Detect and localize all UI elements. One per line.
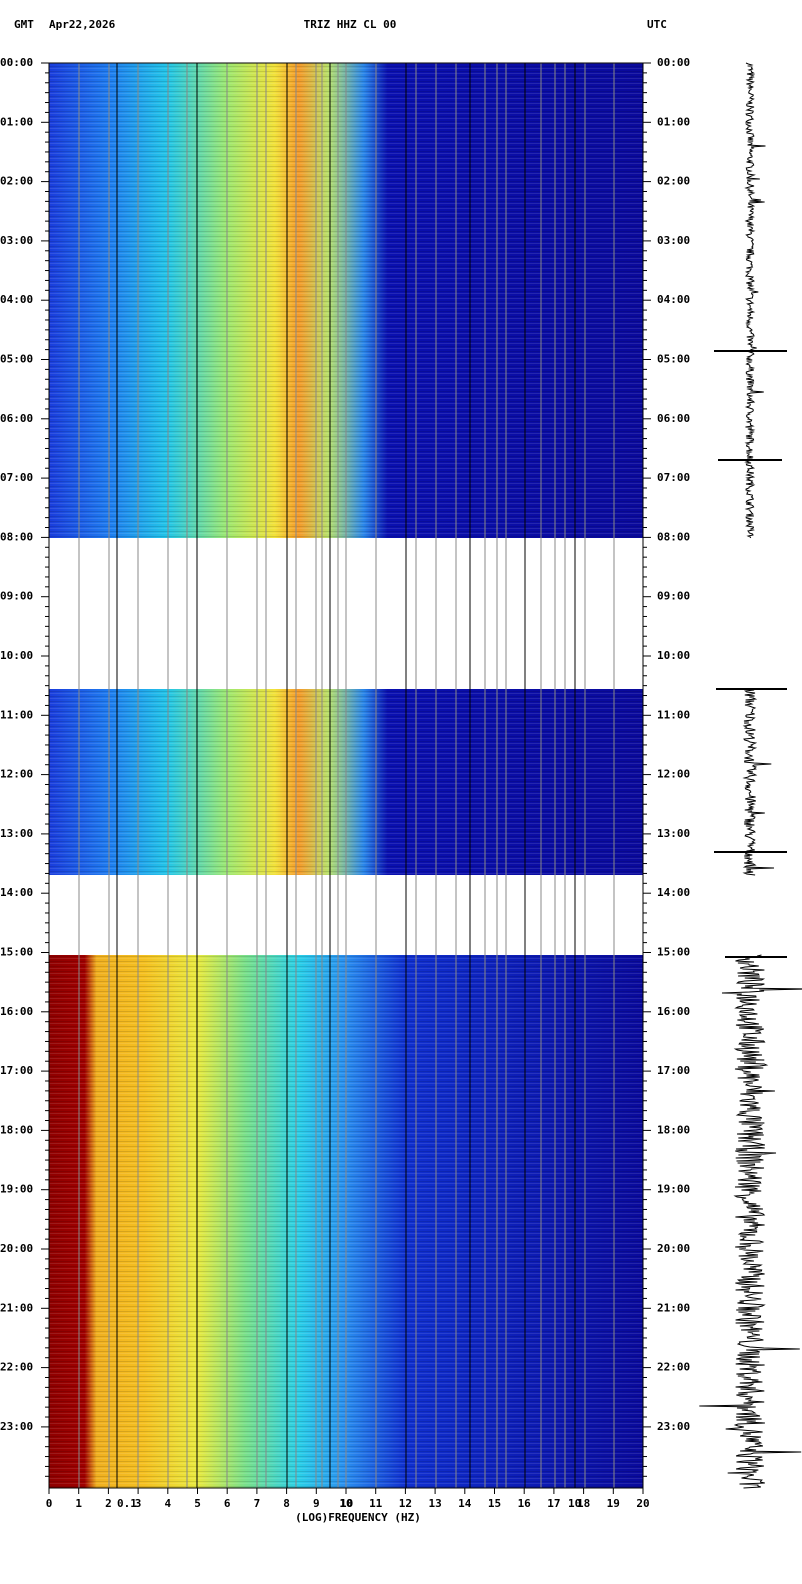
y-tick-label: 01:00 — [0, 115, 33, 128]
x-tick-label: 14 — [458, 1497, 472, 1510]
y-tick-label: 00:00 — [0, 56, 33, 69]
y-tick-label-right: 12:00 — [657, 768, 690, 781]
x-tick-label: 19 — [607, 1497, 620, 1510]
x-tick-label: 17 — [547, 1497, 560, 1510]
y-tick-label: 20:00 — [0, 1242, 33, 1255]
y-tick-label: 10:00 — [0, 649, 33, 662]
x-axis-label: (LOG)FREQUENCY (HZ) — [295, 1511, 421, 1524]
y-tick-label-right: 17:00 — [657, 1064, 690, 1077]
x-tick-label: 15 — [488, 1497, 501, 1510]
y-tick-label-right: 14:00 — [657, 886, 690, 899]
seismogram — [742, 688, 775, 876]
y-tick-label: 18:00 — [0, 1123, 33, 1136]
y-tick-label-right: 06:00 — [657, 412, 690, 425]
y-tick-label-right: 21:00 — [657, 1301, 690, 1314]
y-tick-label-right: 09:00 — [657, 590, 690, 603]
y-tick-label: 08:00 — [0, 530, 33, 543]
y-tick-label: 12:00 — [0, 768, 33, 781]
y-tick-label-right: 04:00 — [657, 293, 690, 306]
header-left: GMT — [14, 18, 34, 31]
y-tick-label: 23:00 — [0, 1420, 33, 1433]
y-tick-label-right: 02:00 — [657, 175, 690, 188]
y-tick-label: 22:00 — [0, 1361, 33, 1374]
x-tick-label: 18 — [577, 1497, 590, 1510]
y-tick-label-right: 18:00 — [657, 1123, 690, 1136]
y-tick-label: 06:00 — [0, 412, 33, 425]
y-tick-label-right: 11:00 — [657, 708, 690, 721]
y-tick-label: 17:00 — [0, 1064, 33, 1077]
y-tick-label-right: 01:00 — [657, 115, 690, 128]
x-tick-label: 6 — [224, 1497, 231, 1510]
header-station: TRIZ HHZ CL 00 — [304, 18, 397, 31]
x-tick-label: 12 — [399, 1497, 412, 1510]
x-tick-label: 1 — [75, 1497, 82, 1510]
x-tick-label: 20 — [636, 1497, 649, 1510]
y-tick-label: 14:00 — [0, 886, 33, 899]
y-tick-label: 09:00 — [0, 590, 33, 603]
y-tick-label: 11:00 — [0, 708, 33, 721]
y-tick-label: 07:00 — [0, 471, 33, 484]
y-tick-label-right: 23:00 — [657, 1420, 690, 1433]
y-tick-label-right: 19:00 — [657, 1183, 690, 1196]
x-tick-label: 9 — [313, 1497, 320, 1510]
y-tick-label: 05:00 — [0, 353, 33, 366]
y-tick-label: 21:00 — [0, 1301, 33, 1314]
y-tick-label-right: 08:00 — [657, 530, 690, 543]
seismogram — [744, 62, 766, 539]
log-label: 10 — [340, 1497, 353, 1510]
y-tick-label-right: 03:00 — [657, 234, 690, 247]
x-tick-label: 4 — [164, 1497, 171, 1510]
x-tick-label: 7 — [254, 1497, 261, 1510]
x-tick-label: 13 — [428, 1497, 441, 1510]
y-tick-label: 19:00 — [0, 1183, 33, 1196]
y-tick-label: 13:00 — [0, 827, 33, 840]
x-tick-label: 5 — [194, 1497, 201, 1510]
x-tick-label: 3 — [135, 1497, 142, 1510]
header-date: Apr22,2026 — [49, 18, 116, 31]
x-tick-label: 0 — [46, 1497, 53, 1510]
y-tick-label-right: 16:00 — [657, 1005, 690, 1018]
y-tick-label-right: 05:00 — [657, 353, 690, 366]
y-tick-label-right: 13:00 — [657, 827, 690, 840]
y-tick-label-right: 22:00 — [657, 1361, 690, 1374]
y-tick-label: 04:00 — [0, 293, 33, 306]
y-tick-label: 16:00 — [0, 1005, 33, 1018]
y-tick-label-right: 10:00 — [657, 649, 690, 662]
log-label: 0.1 — [117, 1497, 137, 1510]
x-tick-label: 16 — [518, 1497, 532, 1510]
y-tick-label-right: 00:00 — [657, 56, 690, 69]
y-tick-label: 03:00 — [0, 234, 33, 247]
y-tick-label-right: 20:00 — [657, 1242, 690, 1255]
y-tick-label-right: 15:00 — [657, 946, 690, 959]
log-label: 10 — [568, 1497, 581, 1510]
header-right: UTC — [647, 18, 667, 31]
x-tick-label: 11 — [369, 1497, 383, 1510]
y-tick-label: 02:00 — [0, 175, 33, 188]
x-tick-label: 8 — [283, 1497, 290, 1510]
x-tick-label: 2 — [105, 1497, 112, 1510]
seismogram — [699, 954, 802, 1489]
y-tick-label-right: 07:00 — [657, 471, 690, 484]
x-tick-label: 10 — [339, 1497, 352, 1510]
y-tick-label: 15:00 — [0, 946, 33, 959]
